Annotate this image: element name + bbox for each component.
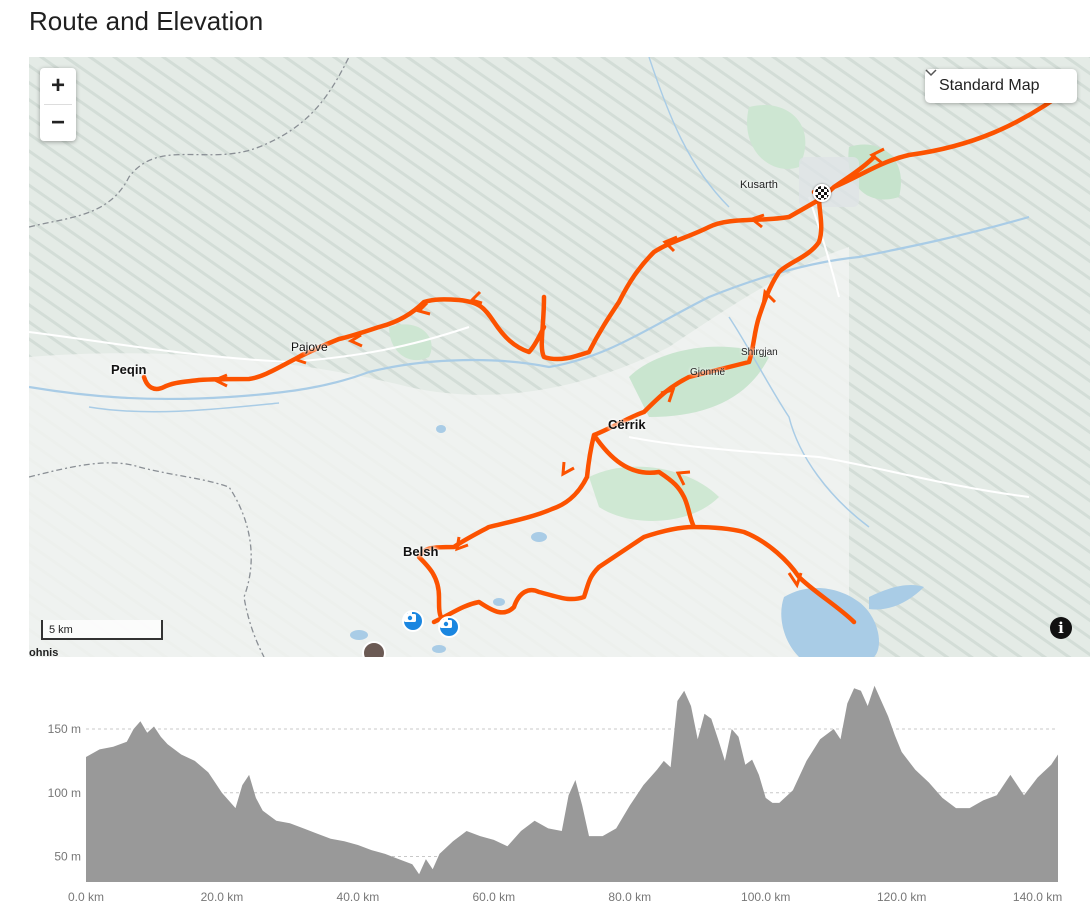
pond xyxy=(432,645,446,653)
photo-marker-camera-icon[interactable] xyxy=(402,610,424,632)
river xyxy=(728,316,870,528)
route-line xyxy=(141,82,1077,625)
place-label-belsh: Belsh xyxy=(403,544,439,559)
forest-patch xyxy=(848,144,901,200)
x-tick-label: 40.0 km xyxy=(337,890,380,904)
map-scale-bar: 5 km xyxy=(41,620,163,640)
river xyxy=(88,402,280,413)
start-pin-icon[interactable] xyxy=(362,641,386,657)
place-label-cerrik: Cërrik xyxy=(608,417,646,432)
place-label-peqin: Peqin xyxy=(111,362,147,377)
place-label-pajove: Pajove xyxy=(291,340,328,354)
photo-marker-camera-icon[interactable] xyxy=(438,616,460,638)
y-tick-label: 100 m xyxy=(48,786,81,800)
x-tick-label: 20.0 km xyxy=(201,890,244,904)
elevation-chart[interactable]: 50 m 100 m 150 m 0.0 km 20.0 km 40.0 km 60.0 … xyxy=(0,658,1090,923)
scale-label: 5 km xyxy=(49,624,73,636)
forest-patch xyxy=(747,105,806,169)
x-tick-label: 60.0 km xyxy=(472,890,515,904)
map-style-label: Standard Map xyxy=(939,77,1040,94)
route-map[interactable]: Peqin Pajove Kusarth Shirgjan Gjonmë Cër… xyxy=(29,57,1090,657)
finish-flag-icon[interactable] xyxy=(813,184,831,202)
y-axis-labels: 50 m 100 m 150 m xyxy=(48,722,81,864)
x-tick-label: 80.0 km xyxy=(608,890,651,904)
zoom-divider xyxy=(44,104,72,105)
map-style-dropdown[interactable]: Standard Map xyxy=(925,69,1077,103)
road xyxy=(29,326,470,364)
route-direction-arrows xyxy=(211,147,885,589)
place-label-shirgjan: Shirgjan xyxy=(741,347,778,358)
x-tick-label: 120.0 km xyxy=(877,890,926,904)
place-label-gjonme: Gjonmë xyxy=(690,367,726,378)
place-label-kusarth: Kusarth xyxy=(740,179,778,191)
pond xyxy=(436,425,446,433)
place-label-cutoff: ohnis xyxy=(29,647,59,657)
y-tick-label: 150 m xyxy=(48,722,81,736)
lake xyxy=(869,585,924,610)
lake xyxy=(781,587,879,657)
map-terrain xyxy=(29,57,1090,657)
zoom-in-button[interactable]: + xyxy=(40,68,76,104)
x-axis-labels: 0.0 km 20.0 km 40.0 km 60.0 km 80.0 km 100.0 … xyxy=(68,890,1062,904)
river xyxy=(29,215,1030,401)
admin-boundary xyxy=(29,462,265,657)
page-title: Route and Elevation xyxy=(29,6,264,36)
forest-patch xyxy=(389,324,432,361)
pond xyxy=(531,532,547,542)
river xyxy=(648,57,730,208)
zoom-controls: + − xyxy=(40,68,76,141)
elevation-area xyxy=(86,685,1058,882)
y-tick-label: 50 m xyxy=(54,850,81,864)
admin-boundary xyxy=(29,57,350,228)
road xyxy=(628,436,1030,498)
x-tick-label: 140.0 km xyxy=(1013,890,1062,904)
pond xyxy=(350,630,368,640)
info-icon[interactable]: i xyxy=(1050,617,1072,639)
lowland-area xyxy=(29,247,849,657)
x-tick-label: 0.0 km xyxy=(68,890,104,904)
pond xyxy=(493,598,505,606)
zoom-out-button[interactable]: − xyxy=(40,105,76,141)
x-tick-label: 100.0 km xyxy=(741,890,790,904)
